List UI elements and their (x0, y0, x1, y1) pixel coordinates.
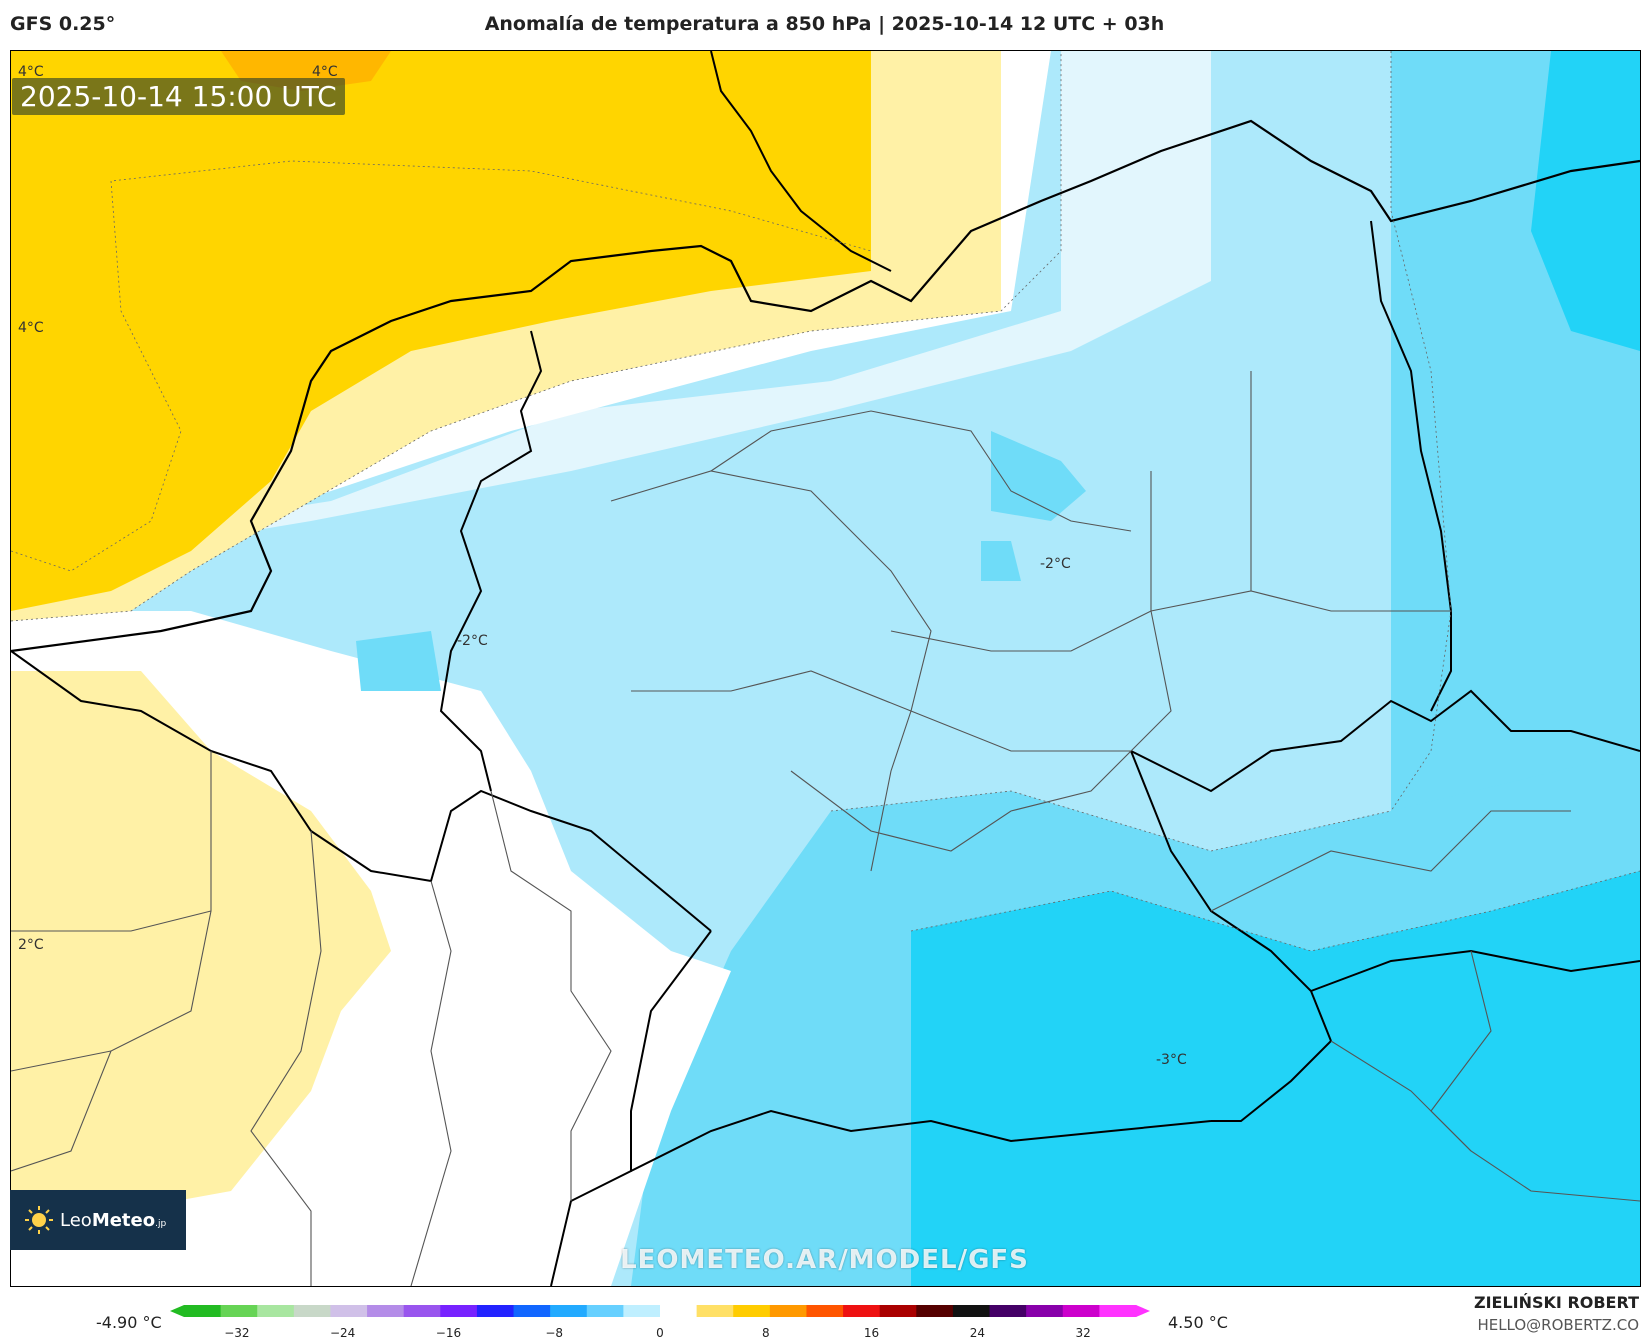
colorbar-segment (916, 1305, 954, 1317)
border-alps (630, 1109, 1212, 1172)
contour-lines (11, 51, 1640, 952)
colorbar-segment (1062, 1305, 1100, 1317)
colorbar-tick-label: 32 (1075, 1326, 1091, 1340)
border-north-east (1130, 689, 1640, 793)
cool-strong-ne (1531, 51, 1640, 351)
colorbar-segment (476, 1305, 515, 1317)
colorbar-segment (513, 1305, 551, 1317)
legend-min-label: -4.90 °C (96, 1313, 162, 1332)
colorbar-tick-label: 24 (969, 1326, 985, 1340)
colorbar-segment (989, 1305, 1027, 1317)
logo-text: LeoMeteo.jp (60, 1209, 167, 1231)
colorbar-segment (403, 1305, 441, 1317)
colorbar-segment (440, 1305, 478, 1317)
colorbar-segment (220, 1305, 258, 1317)
cool-patch-3 (981, 541, 1021, 581)
border-south-west (550, 930, 712, 1286)
colorbar-segment (733, 1305, 771, 1317)
colorbar-segment (696, 1305, 734, 1317)
legend-max-label: 4.50 °C (1168, 1313, 1228, 1332)
colorbar-min-arrow (170, 1305, 184, 1317)
cool-patch-1 (991, 431, 1086, 521)
watermark-url: LEOMETEO.AR/MODEL/GFS (620, 1245, 1029, 1275)
colorbar-tick-label: −32 (224, 1326, 250, 1340)
colorbar-segment (367, 1305, 405, 1317)
colorbar-tick-label: −24 (329, 1326, 356, 1340)
valid-time-label: 2025-10-14 15:00 UTC (12, 78, 345, 115)
colorbar-tick-label: −8 (545, 1326, 564, 1340)
colorbar-segment (293, 1305, 331, 1317)
colorbar-segment (1026, 1305, 1064, 1317)
colorbar-tick-label: 8 (761, 1326, 770, 1340)
author-name: ZIELIŃSKI ROBERT (1473, 1293, 1639, 1312)
colorbar-segment (1099, 1305, 1137, 1317)
contour-label-2c: 2°C (18, 937, 44, 953)
contour-label-4c: 4°C (18, 320, 44, 336)
colorbar-segment (623, 1305, 661, 1317)
colorbar-tick-label: −16 (435, 1326, 462, 1340)
border-west (11, 650, 712, 932)
colorbar-segment (769, 1305, 807, 1317)
contour-label-4c: 4°C (312, 64, 338, 80)
coastline (11, 119, 1640, 653)
sun-icon (25, 1206, 53, 1234)
coastline-bay (710, 51, 892, 272)
colorbar-segment (660, 1305, 698, 1317)
warm-light-west (11, 671, 391, 1231)
temperature-anomaly-map (10, 50, 1641, 1287)
colorbar-segment (952, 1305, 991, 1317)
colorbar-segment (184, 1305, 222, 1317)
contour-label-minus2c: -2°C (1040, 556, 1071, 572)
colorbar-max-arrow (1136, 1305, 1150, 1317)
admin-borders (11, 371, 1640, 1286)
colorbar-tick-label: 16 (863, 1326, 880, 1340)
warm-strong-core (11, 51, 871, 591)
leometeo-logo: LeoMeteo.jp (10, 1190, 186, 1250)
map-canvas (11, 51, 1640, 1286)
contour-label-minus2c: -2°C (457, 633, 488, 649)
colorbar (170, 1305, 1150, 1317)
contour-label-4c: 4°C (18, 64, 44, 80)
cool-light-belt (11, 51, 1211, 571)
chart-title: Anomalía de temperatura a 850 hPa | 2025… (484, 13, 1165, 35)
cool-strong-se (911, 871, 1640, 1286)
colorbar-segment (586, 1305, 624, 1317)
colorbar-segment (806, 1305, 844, 1317)
colorbar-segment (843, 1305, 881, 1317)
author-email[interactable]: HELLO@ROBERTZ.CO (1477, 1316, 1639, 1334)
colorbar-segment (879, 1305, 917, 1317)
colorbar-segment (330, 1305, 368, 1317)
border-east (1370, 220, 1452, 712)
colorbar-tick-label: 0 (656, 1326, 664, 1340)
contour-label-minus3c: -3°C (1156, 1052, 1187, 1068)
border-nl-de (439, 330, 543, 792)
colorbar-segment (550, 1305, 588, 1317)
colorbar-segment (257, 1305, 295, 1317)
model-label: GFS 0.25° (10, 13, 116, 35)
cool-patch-2 (356, 631, 441, 691)
